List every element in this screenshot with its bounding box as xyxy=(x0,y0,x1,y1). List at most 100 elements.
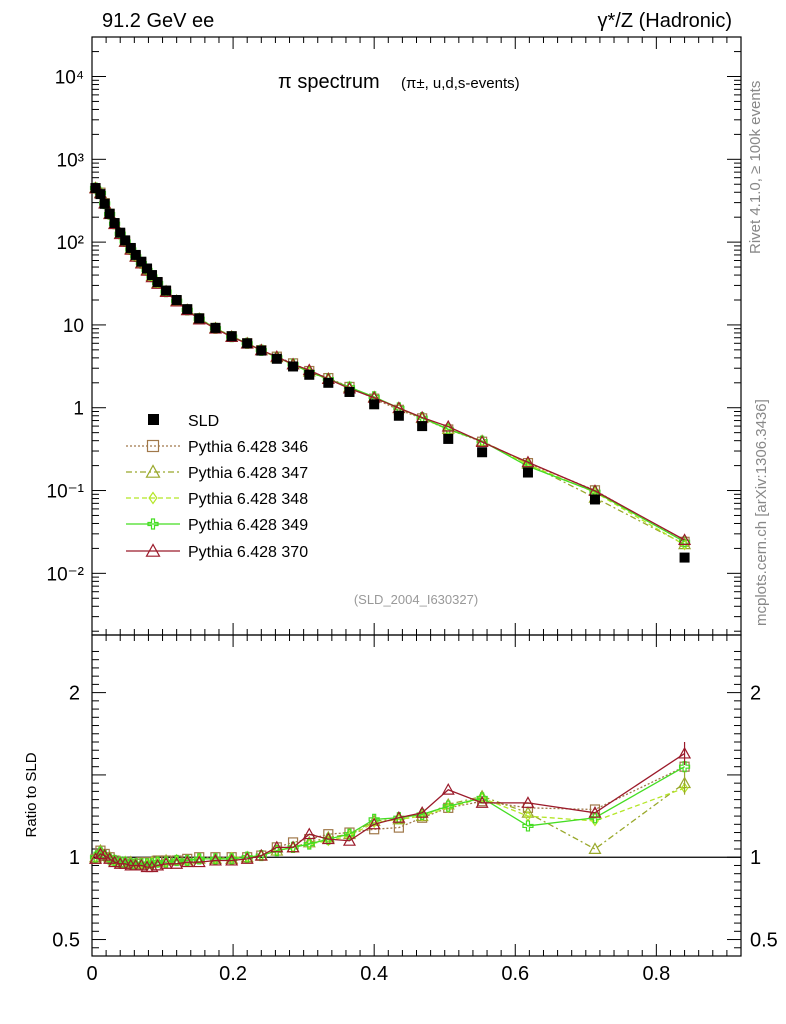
y-tick-label-main: 10⁻² xyxy=(47,564,85,585)
data-point-sld xyxy=(256,345,267,356)
data-point-sld xyxy=(152,276,163,287)
y-tick-label-ratio: 1 xyxy=(69,847,80,869)
ratio-point-370 xyxy=(302,827,316,840)
ratio-point-370 xyxy=(180,855,194,868)
data-point-sld xyxy=(90,183,101,194)
data-point-sld xyxy=(242,338,253,349)
ratio-point-370 xyxy=(342,834,357,846)
data-point-sld xyxy=(104,208,115,219)
legend-label-349: Pythia 6.428 349 xyxy=(188,517,308,534)
x-tick-label: 0.6 xyxy=(501,963,529,985)
ratio-point-370 xyxy=(159,857,173,869)
data-point-sld xyxy=(161,285,172,296)
data-point-sld xyxy=(344,386,355,397)
ratio-point-370 xyxy=(286,840,300,853)
series-point-370 xyxy=(521,455,535,468)
ratio-point-370 xyxy=(192,855,206,868)
ratio-point-370 xyxy=(521,796,535,808)
ratio-point-349 xyxy=(678,761,691,773)
ratio-point-349 xyxy=(522,820,534,832)
data-point-sld xyxy=(99,198,110,209)
ratio-point-347 xyxy=(302,835,316,848)
ratio-point-370 xyxy=(98,848,112,861)
ratio-point-370 xyxy=(367,817,381,830)
ratio-point-349 xyxy=(393,812,405,824)
legend-marker-346 xyxy=(146,439,160,453)
ratio-point-349 xyxy=(343,828,356,840)
legend-marker-349 xyxy=(147,518,159,530)
ratio-point-370 xyxy=(254,848,268,861)
y-tick-label-ratio-right: 2 xyxy=(750,683,761,705)
ratio-point-370 xyxy=(270,840,284,853)
y-tick-label-ratio: 2 xyxy=(69,683,80,705)
ratio-plot-frame xyxy=(91,634,742,957)
ratio-point-370 xyxy=(475,796,489,808)
ratio-point-370 xyxy=(240,852,254,864)
data-point-sld xyxy=(210,322,221,333)
legend-label-346: Pythia 6.428 346 xyxy=(188,439,308,456)
ratio-y-label: Ratio to SLD xyxy=(23,752,40,837)
data-point-sld xyxy=(226,331,237,342)
ratio-point-370 xyxy=(145,860,159,873)
plot-subtitle: (π±, u,d,s-events) xyxy=(401,75,520,92)
legend-label-370: Pythia 6.428 370 xyxy=(188,544,308,561)
analysis-tag: (SLD_2004_I630327) xyxy=(354,592,478,607)
ratio-point-347 xyxy=(475,789,489,802)
data-point-sld xyxy=(304,369,315,380)
side-label-top: Rivet 4.1.0, ≥ 100k events xyxy=(747,81,764,254)
ratio-point-370 xyxy=(588,806,602,818)
y-tick-label-ratio-right: 0.5 xyxy=(750,930,778,952)
data-point-sld xyxy=(288,361,299,372)
legend-label-sld: SLD xyxy=(188,413,219,430)
ratio-point-370 xyxy=(208,853,222,866)
ratio-point-347 xyxy=(521,806,535,818)
ratio-point-349 xyxy=(322,833,334,845)
legend-marker-sld xyxy=(148,414,159,425)
series-point-349 xyxy=(368,391,380,403)
ratio-point-370 xyxy=(108,855,122,868)
series-point-370 xyxy=(441,419,455,432)
y-tick-label-main: 10² xyxy=(57,233,84,254)
y-tick-label-ratio: 0.5 xyxy=(52,930,80,952)
side-label-bottom: mcplots.cern.ch [arXiv:1306.3436] xyxy=(753,399,770,626)
ratio-point-370 xyxy=(321,832,335,845)
data-point-sld xyxy=(323,377,334,388)
ratio-point-370 xyxy=(103,852,117,864)
ratio-line-346 xyxy=(94,766,685,865)
header-left: 91.2 GeV ee xyxy=(102,10,214,32)
data-point-sld xyxy=(115,227,126,238)
data-point-sld xyxy=(522,467,533,478)
ratio-point-370 xyxy=(134,858,148,871)
data-point-sld xyxy=(109,218,120,229)
header-right: γ*/Z (Hadronic) xyxy=(598,10,732,32)
series-point-349 xyxy=(476,435,488,447)
legend-label-347: Pythia 6.428 347 xyxy=(188,465,308,482)
data-point-sld xyxy=(125,242,136,253)
y-tick-label-main: 10³ xyxy=(57,150,84,171)
data-point-sld xyxy=(194,313,205,324)
ratio-point-370 xyxy=(118,857,132,869)
plot-title: π spectrum xyxy=(278,71,380,93)
ratio-point-370 xyxy=(392,810,406,823)
ratio-point-370 xyxy=(441,783,455,795)
data-point-sld xyxy=(120,235,131,246)
y-tick-label-main: 10⁴ xyxy=(55,68,84,89)
x-tick-label: 0.8 xyxy=(642,963,670,985)
ratio-point-347 xyxy=(321,830,335,843)
ratio-point-349 xyxy=(255,849,267,862)
data-point-sld xyxy=(417,421,428,432)
y-tick-label-main: 10 xyxy=(63,316,84,337)
data-point-sld xyxy=(136,256,147,267)
series-point-370 xyxy=(475,435,489,447)
data-point-sld xyxy=(679,552,690,563)
y-tick-label-ratio-right: 1 xyxy=(750,847,761,869)
y-tick-label-main: 10⁻¹ xyxy=(47,482,85,503)
series-point-370 xyxy=(678,533,692,546)
y-tick-label-main: 1 xyxy=(73,399,84,420)
data-point-sld xyxy=(589,494,600,505)
data-point-sld xyxy=(130,249,141,260)
legend-marker-348 xyxy=(148,491,158,505)
ratio-line-348 xyxy=(95,787,685,865)
ratio-point-370 xyxy=(225,853,239,866)
legend-marker-370 xyxy=(145,543,161,557)
